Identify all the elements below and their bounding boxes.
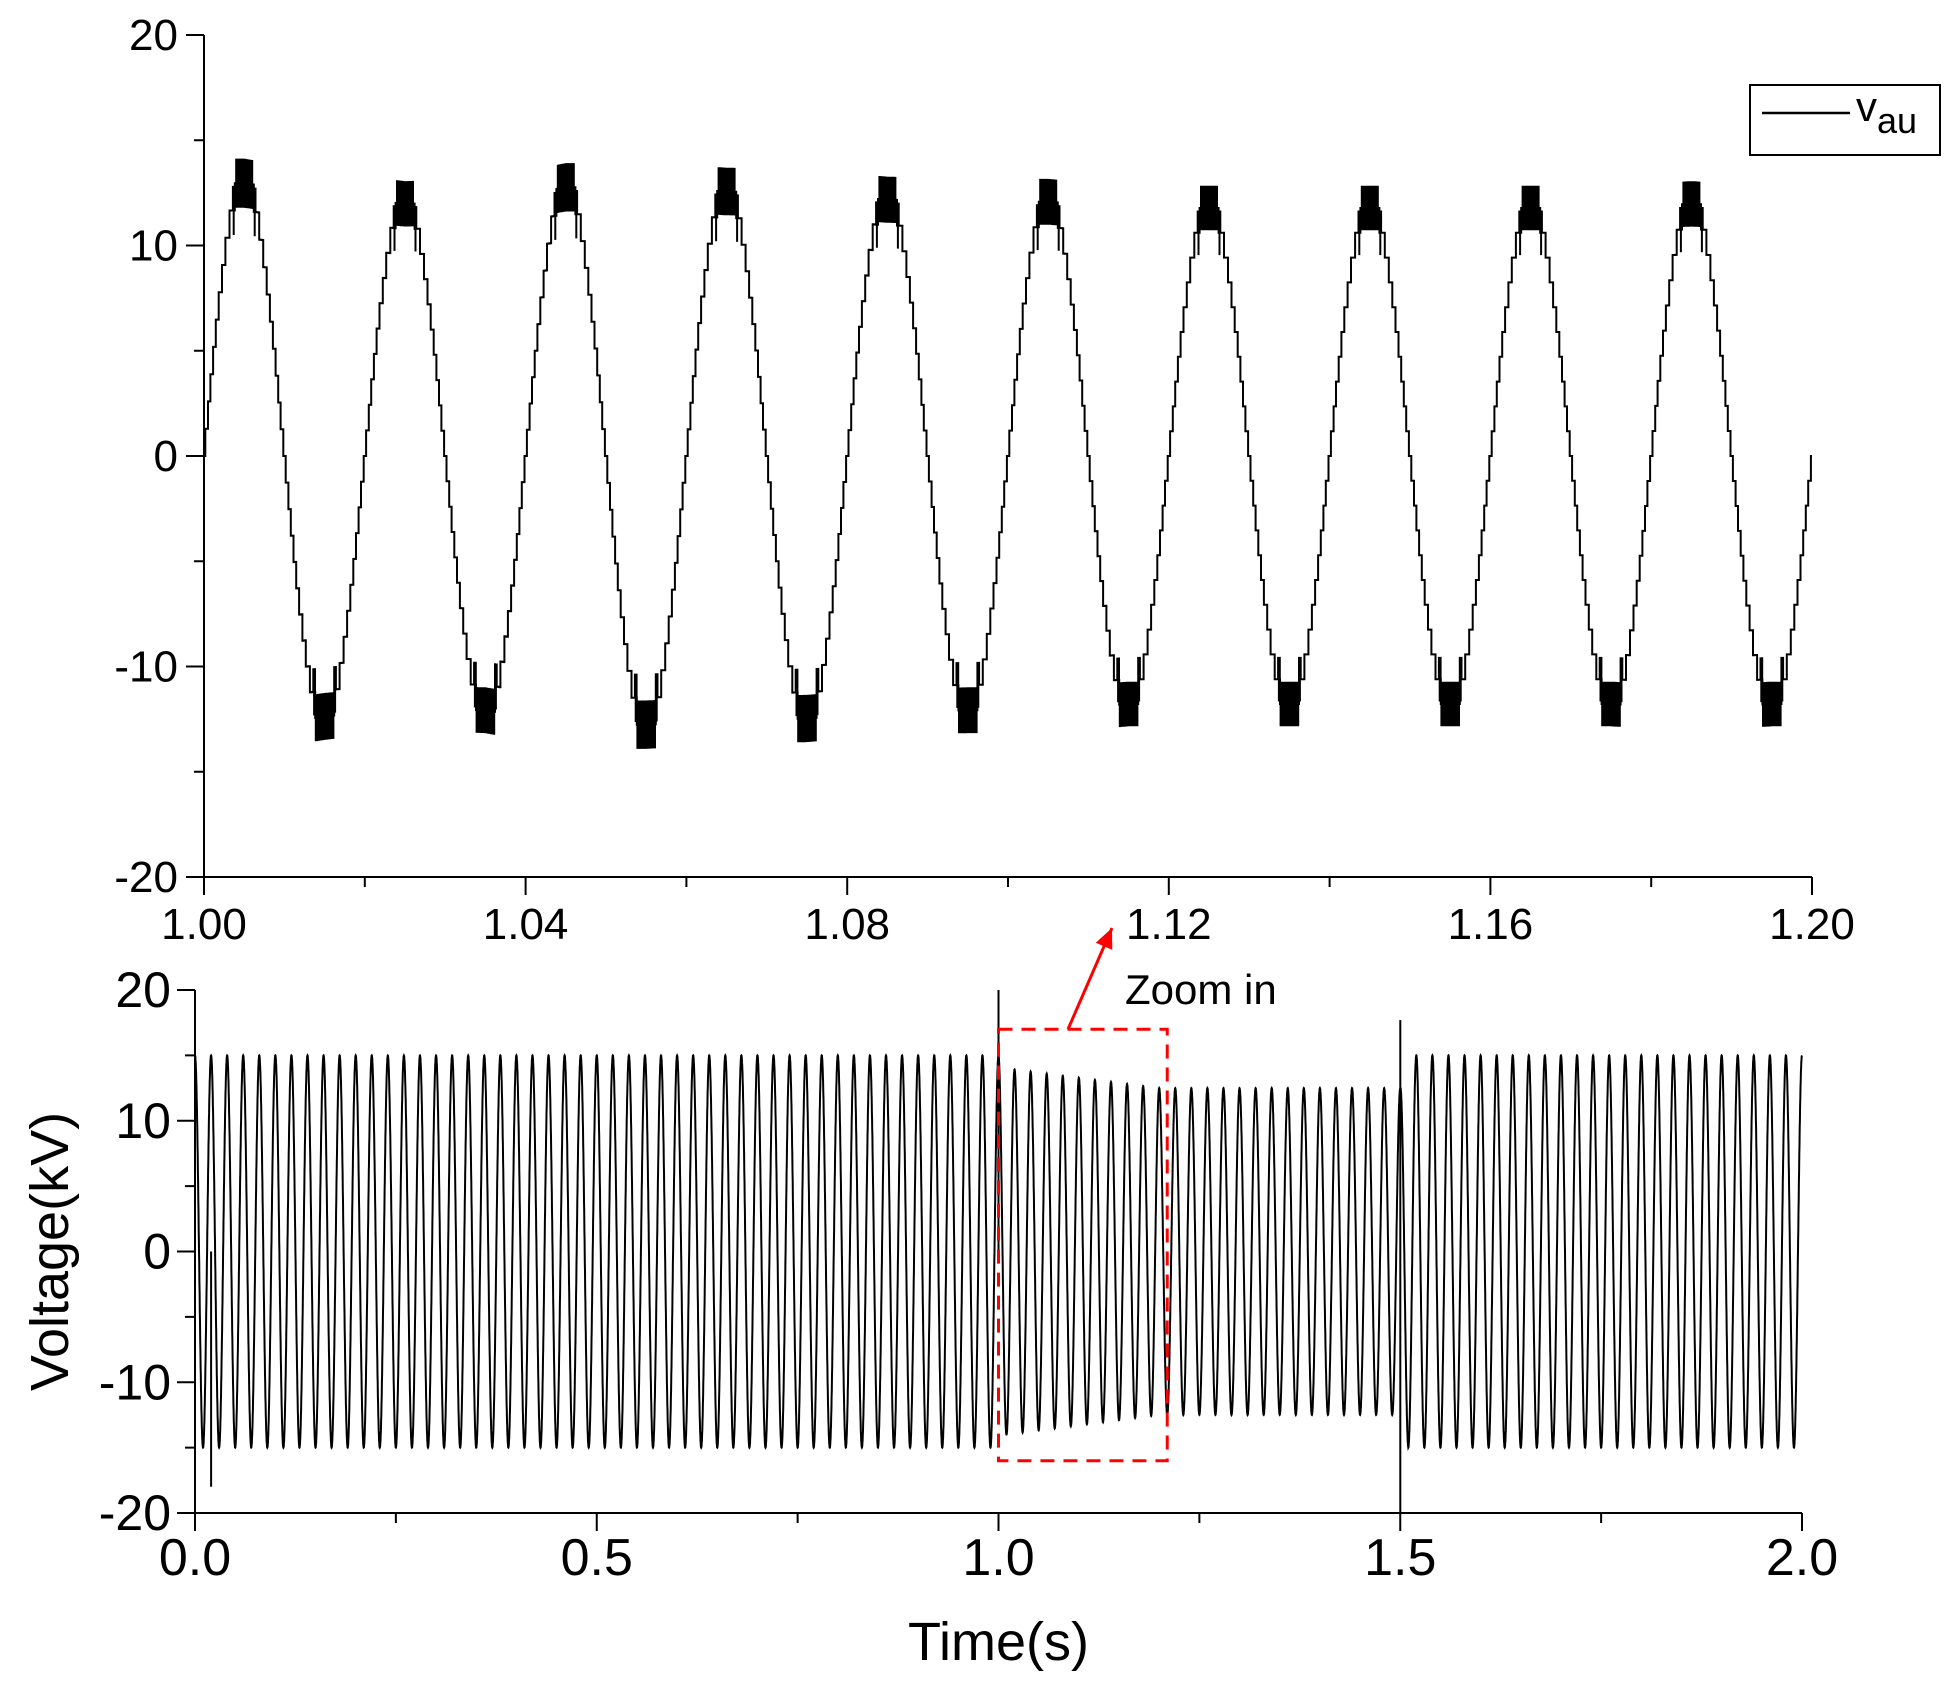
bottom-axis-ticks: [177, 989, 1803, 1531]
top-y-tick-label: -20: [114, 853, 178, 902]
top-y-tick-label: 0: [154, 432, 178, 481]
top-x-tick-label: 1.08: [804, 900, 890, 949]
bottom-y-tick-label: -10: [99, 1354, 171, 1410]
bottom-chart: 0.0 0.5 1.0 1.5 2.0 -20 -10 0 10 20 Zoom in Time…: [20, 927, 1838, 1672]
top-y-tick-labels: -20 -10 0 10 20: [114, 11, 178, 902]
legend-entry-vau: vau: [1856, 83, 1917, 141]
bottom-x-tick-label: 1.5: [1364, 1529, 1436, 1587]
bottom-x-tick-label: 0.0: [159, 1529, 231, 1587]
bottom-x-tick-labels: 0.0 0.5 1.0 1.5 2.0: [159, 1529, 1838, 1587]
zoom-arrowhead-icon: [1095, 928, 1113, 950]
top-axis-ticks: [186, 34, 1813, 895]
bottom-y-tick-label: 20: [115, 962, 171, 1018]
top-x-tick-label: 1.12: [1126, 900, 1212, 949]
bottom-y-tick-label: -20: [99, 1485, 171, 1541]
top-series-vau-line: [204, 158, 1812, 749]
legend-box: [1749, 84, 1941, 156]
zoom-annotation: Zoom in: [1125, 966, 1277, 1013]
top-x-tick-label: 1.20: [1769, 900, 1855, 949]
top-legend: vau: [1749, 83, 1941, 156]
bottom-x-tick-label: 2.0: [1766, 1529, 1838, 1587]
top-x-tick-label: 1.04: [483, 900, 569, 949]
bottom-x-tick-label: 0.5: [561, 1529, 633, 1587]
top-y-tick-label: -10: [114, 643, 178, 692]
top-x-tick-label: 1.16: [1448, 900, 1534, 949]
top-y-tick-label: 20: [129, 11, 178, 60]
top-y-tick-label: 10: [129, 222, 178, 271]
bottom-y-tick-labels: -20 -10 0 10 20: [99, 962, 171, 1541]
top-x-tick-labels: 1.00 1.04 1.08 1.12 1.16 1.20: [161, 900, 1855, 949]
top-chart: 1.00 1.04 1.08 1.12 1.16 1.20 -20 -10 0 10 20 vau: [114, 11, 1941, 949]
bottom-y-tick-label: 0: [143, 1224, 171, 1280]
bottom-y-tick-label: 10: [115, 1093, 171, 1149]
bottom-x-tick-label: 1.0: [962, 1529, 1034, 1587]
y-axis-label: Voltage(kV): [20, 1112, 80, 1391]
x-axis-label: Time(s): [908, 1612, 1089, 1672]
top-x-tick-label: 1.00: [161, 900, 247, 949]
legend-entry-subscript: au: [1877, 100, 1917, 141]
